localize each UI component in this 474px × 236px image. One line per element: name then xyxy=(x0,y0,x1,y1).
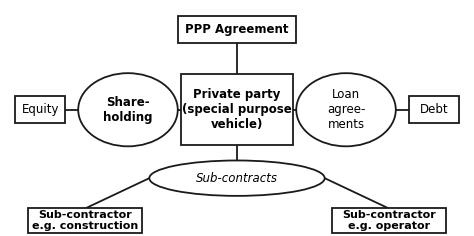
Text: Equity: Equity xyxy=(21,103,59,116)
FancyBboxPatch shape xyxy=(181,74,292,145)
FancyBboxPatch shape xyxy=(28,208,142,233)
FancyBboxPatch shape xyxy=(16,96,65,123)
FancyBboxPatch shape xyxy=(178,16,296,43)
Ellipse shape xyxy=(296,73,396,146)
Text: Private party
(special purpose
vehicle): Private party (special purpose vehicle) xyxy=(182,88,292,131)
Ellipse shape xyxy=(149,160,325,196)
Text: Sub-contracts: Sub-contracts xyxy=(196,172,278,185)
Text: Loan
agree-
ments: Loan agree- ments xyxy=(327,88,365,131)
Text: Share-
holding: Share- holding xyxy=(103,96,153,124)
Text: Sub-contractor
e.g. operator: Sub-contractor e.g. operator xyxy=(342,210,436,232)
Text: Sub-contractor
e.g. construction: Sub-contractor e.g. construction xyxy=(32,210,138,232)
Text: Debt: Debt xyxy=(419,103,448,116)
Text: PPP Agreement: PPP Agreement xyxy=(185,23,289,36)
FancyBboxPatch shape xyxy=(332,208,446,233)
Ellipse shape xyxy=(78,73,178,146)
FancyBboxPatch shape xyxy=(409,96,459,123)
